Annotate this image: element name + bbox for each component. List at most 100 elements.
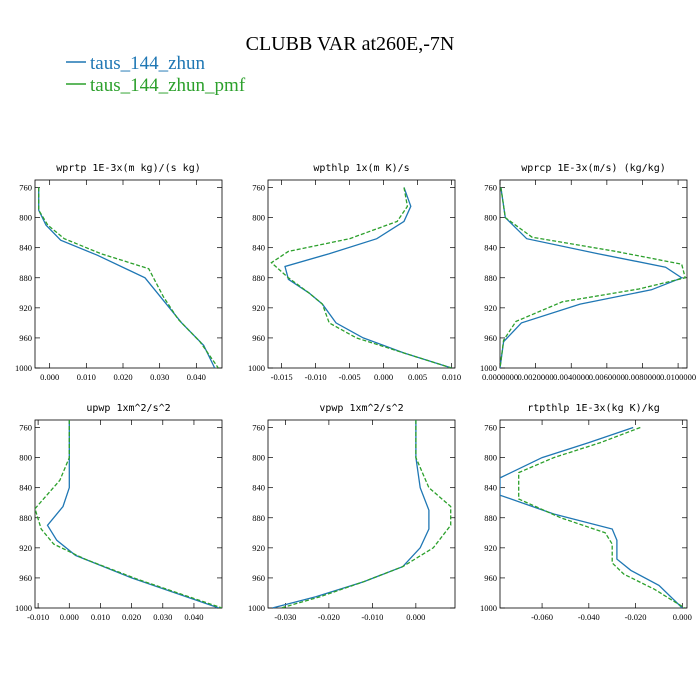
y-tick-label-wpthlp: 880 (252, 273, 265, 283)
series-line-taus-144-zhun-upwp (46, 420, 220, 608)
x-tick-label-rtpthlp: -0.060 (531, 612, 553, 622)
y-tick-label-wprtp: 1000 (15, 363, 32, 373)
series-line-taus-144-zhun-wprcp (500, 187, 684, 368)
series-line-taus-144-zhun-pmf-upwp (35, 420, 222, 608)
y-tick-label-wprtp: 760 (19, 183, 32, 193)
y-tick-label-wprcp: 960 (484, 333, 497, 343)
x-tick-label-upwp: 0.010 (91, 612, 110, 622)
x-tick-label-wpthlp: 0.000 (374, 372, 393, 382)
series-line-taus-144-zhun-wprtp (38, 187, 216, 368)
panel-upwp: upwp 1xm^2/s^2 760 800 840 880 920 960 1000-0.0… (15, 403, 223, 622)
y-tick-label-vpwp: 800 (252, 453, 265, 463)
y-tick-label-upwp: 840 (19, 483, 32, 493)
series-line-taus-144-zhun-wpthlp (284, 187, 452, 368)
y-tick-label-upwp: 1000 (15, 603, 32, 613)
y-tick-label-upwp: 920 (19, 543, 32, 553)
panels: wprtp 1E-3x(m kg)/(s kg) 760 800 840 880 920 9… (15, 163, 696, 622)
panel-title-upwp: upwp 1xm^2/s^2 (86, 403, 170, 414)
y-tick-label-wprtp: 880 (19, 273, 32, 283)
y-tick-label-wpthlp: 760 (252, 183, 265, 193)
y-tick-label-wprcp: 800 (484, 213, 497, 223)
y-tick-label-wpthlp: 1000 (248, 363, 265, 373)
x-tick-label-rtpthlp: -0.040 (578, 612, 600, 622)
x-tick-label-upwp: 0.000 (60, 612, 79, 622)
y-tick-label-upwp: 760 (19, 423, 32, 433)
legend-label-taus_144_zhun: taus_144_zhun (90, 53, 206, 74)
y-tick-label-upwp: 880 (19, 513, 32, 523)
y-tick-label-wpthlp: 800 (252, 213, 265, 223)
series-line-taus-144-zhun-pmf-wprcp (500, 187, 686, 368)
x-tick-label-vpwp: 0.000 (406, 612, 425, 622)
y-tick-label-vpwp: 840 (252, 483, 265, 493)
y-tick-label-upwp: 800 (19, 453, 32, 463)
y-tick-label-wprcp: 1000 (480, 363, 497, 373)
panel-title-wprcp: wprcp 1E-3x(m/s) (kg/kg) (521, 163, 666, 174)
panel-title-wprtp: wprtp 1E-3x(m kg)/(s kg) (56, 163, 201, 174)
x-tick-label-wprcp: 0.0080000 (624, 372, 660, 382)
y-tick-label-vpwp: 760 (252, 423, 265, 433)
series-line-taus-144-zhun-rtpthlp (500, 426, 683, 608)
plot-frame-wprtp (34, 179, 223, 369)
x-tick-label-wprtp: 0.040 (187, 372, 206, 382)
panel-title-vpwp: vpwp 1xm^2/s^2 (319, 403, 403, 414)
series-line-taus-144-zhun-pmf-wpthlp (270, 187, 452, 368)
y-tick-label-vpwp: 920 (252, 543, 265, 553)
x-tick-label-wpthlp: -0.005 (339, 372, 361, 382)
y-tick-label-upwp: 960 (19, 573, 32, 583)
x-tick-label-wprtp: 0.020 (113, 372, 132, 382)
series-line-taus-144-zhun-vpwp (272, 420, 430, 608)
x-tick-label-wpthlp: -0.015 (271, 372, 293, 382)
y-tick-label-rtpthlp: 840 (484, 483, 497, 493)
legend-label-taus_144_zhun_pmf: taus_144_zhun_pmf (90, 75, 246, 96)
figure-title: CLUBB VAR at260E,-7N (246, 33, 455, 55)
y-tick-label-wprcp: 920 (484, 303, 497, 313)
x-tick-label-wpthlp: 0.005 (408, 372, 427, 382)
y-tick-label-wprcp: 840 (484, 243, 497, 253)
x-tick-label-upwp: 0.030 (153, 612, 172, 622)
panel-vpwp: vpwp 1xm^2/s^2 760 800 840 880 920 960 1000 -0.0… (248, 403, 456, 622)
panel-wprtp: wprtp 1E-3x(m kg)/(s kg) 760 800 840 880 920 9… (15, 163, 223, 382)
y-tick-label-rtpthlp: 880 (484, 513, 497, 523)
x-tick-label-wprtp: 0.030 (150, 372, 169, 382)
series-line-taus-144-zhun-pmf-wprtp (38, 187, 219, 368)
x-tick-label-wprtp: 0.010 (77, 372, 96, 382)
x-tick-label-wprtp: 0.000 (40, 372, 59, 382)
panel-wpthlp: wpthlp 1x(m K)/s 760 800 840 880 920 960 1000 -0… (248, 163, 461, 382)
x-tick-label-wprcp: 0.0100000 (660, 372, 696, 382)
x-tick-label-rtpthlp: 0.000 (673, 612, 692, 622)
x-tick-label-vpwp: -0.030 (274, 612, 296, 622)
panel-wprcp: wprcp 1E-3x(m/s) (kg/kg) 760 800 840 880 920 9… (480, 163, 696, 382)
y-tick-label-rtpthlp: 960 (484, 573, 497, 583)
series-line-taus-144-zhun-pmf-vpwp (280, 420, 452, 608)
x-tick-label-wprcp: 0.0040000 (553, 372, 589, 382)
x-tick-label-wprcp: 0.0060000 (589, 372, 625, 382)
y-tick-label-rtpthlp: 800 (484, 453, 497, 463)
y-tick-label-rtpthlp: 760 (484, 423, 497, 433)
x-tick-label-vpwp: -0.010 (361, 612, 383, 622)
x-tick-label-wpthlp: -0.010 (305, 372, 327, 382)
y-tick-label-wprtp: 920 (19, 303, 32, 313)
x-tick-label-wprcp: 0.0020000 (518, 372, 554, 382)
panel-title-wpthlp: wpthlp 1x(m K)/s (313, 163, 409, 174)
x-tick-label-rtpthlp: -0.020 (625, 612, 647, 622)
x-tick-label-upwp: 0.020 (122, 612, 141, 622)
panel-title-rtpthlp: rtpthlp 1E-3x(kg K)/kg (527, 403, 659, 414)
plot-frame-wprcp (499, 179, 688, 369)
y-tick-label-wprtp: 960 (19, 333, 32, 343)
y-tick-label-vpwp: 1000 (248, 603, 265, 613)
x-tick-label-upwp: -0.010 (27, 612, 49, 622)
x-tick-label-wprcp: 0.0000000 (482, 372, 518, 382)
plot-frame-wpthlp (267, 179, 456, 369)
y-tick-label-wpthlp: 840 (252, 243, 265, 253)
panel-rtpthlp: rtpthlp 1E-3x(kg K)/kg 760 800 840 880 920 960… (480, 403, 692, 622)
plot-frame-rtpthlp (499, 419, 688, 609)
x-tick-label-upwp: 0.040 (184, 612, 203, 622)
x-tick-label-vpwp: -0.020 (318, 612, 340, 622)
y-tick-label-wpthlp: 960 (252, 333, 265, 343)
legend: taus_144_zhun taus_144_zhun_pmf (66, 53, 246, 96)
x-tick-label-wpthlp: 0.010 (442, 372, 461, 382)
y-tick-label-wprcp: 760 (484, 183, 497, 193)
y-tick-label-wprtp: 800 (19, 213, 32, 223)
plot-frame-upwp (34, 419, 223, 609)
